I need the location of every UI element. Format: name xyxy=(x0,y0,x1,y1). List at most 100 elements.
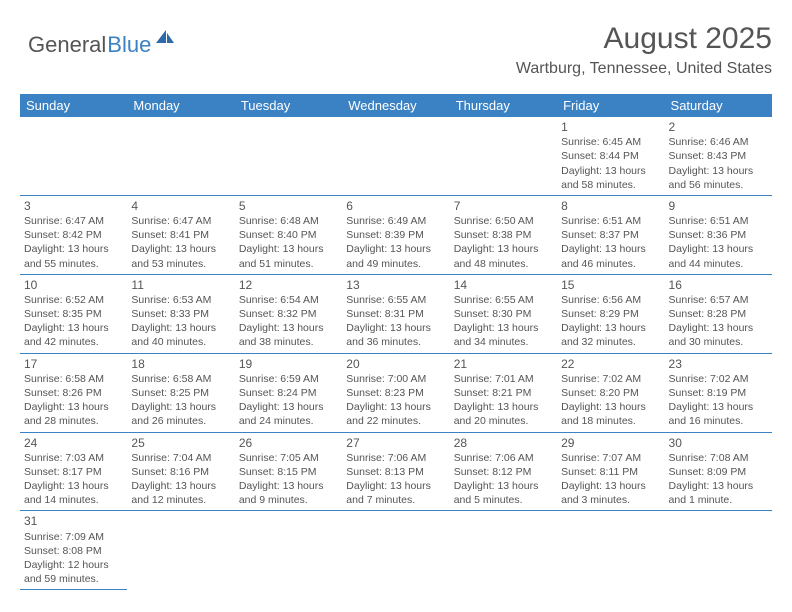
sunset-line: Sunset: 8:29 PM xyxy=(561,307,660,321)
day-number: 6 xyxy=(346,198,445,214)
calendar-cell: 3Sunrise: 6:47 AMSunset: 8:42 PMDaylight… xyxy=(20,195,127,274)
daylight-line: Daylight: 13 hours and 1 minute. xyxy=(669,479,768,507)
calendar-cell: 27Sunrise: 7:06 AMSunset: 8:13 PMDayligh… xyxy=(342,432,449,511)
day-number: 28 xyxy=(454,435,553,451)
sunrise-line: Sunrise: 7:06 AM xyxy=(346,451,445,465)
logo-text-general: General xyxy=(28,32,106,58)
calendar-cell xyxy=(127,511,234,590)
calendar-cell: 16Sunrise: 6:57 AMSunset: 8:28 PMDayligh… xyxy=(665,274,772,353)
sunrise-line: Sunrise: 6:50 AM xyxy=(454,214,553,228)
sunrise-line: Sunrise: 6:47 AM xyxy=(131,214,230,228)
calendar-row: 31Sunrise: 7:09 AMSunset: 8:08 PMDayligh… xyxy=(20,511,772,590)
sunrise-line: Sunrise: 6:58 AM xyxy=(24,372,123,386)
calendar-cell: 19Sunrise: 6:59 AMSunset: 8:24 PMDayligh… xyxy=(235,353,342,432)
sunset-line: Sunset: 8:39 PM xyxy=(346,228,445,242)
daylight-line: Daylight: 13 hours and 5 minutes. xyxy=(454,479,553,507)
calendar-cell: 11Sunrise: 6:53 AMSunset: 8:33 PMDayligh… xyxy=(127,274,234,353)
daylight-line: Daylight: 13 hours and 32 minutes. xyxy=(561,321,660,349)
daylight-line: Daylight: 13 hours and 28 minutes. xyxy=(24,400,123,428)
calendar-row: 24Sunrise: 7:03 AMSunset: 8:17 PMDayligh… xyxy=(20,432,772,511)
day-number: 3 xyxy=(24,198,123,214)
sunset-line: Sunset: 8:19 PM xyxy=(669,386,768,400)
calendar-cell xyxy=(665,511,772,590)
calendar-cell: 7Sunrise: 6:50 AMSunset: 8:38 PMDaylight… xyxy=(450,195,557,274)
daylight-line: Daylight: 13 hours and 34 minutes. xyxy=(454,321,553,349)
calendar-cell: 4Sunrise: 6:47 AMSunset: 8:41 PMDaylight… xyxy=(127,195,234,274)
sunset-line: Sunset: 8:28 PM xyxy=(669,307,768,321)
day-number: 14 xyxy=(454,277,553,293)
sunrise-line: Sunrise: 7:00 AM xyxy=(346,372,445,386)
calendar-cell: 12Sunrise: 6:54 AMSunset: 8:32 PMDayligh… xyxy=(235,274,342,353)
sunrise-line: Sunrise: 7:02 AM xyxy=(669,372,768,386)
day-number: 12 xyxy=(239,277,338,293)
sunset-line: Sunset: 8:41 PM xyxy=(131,228,230,242)
calendar-cell xyxy=(235,117,342,195)
weekday-wed: Wednesday xyxy=(342,94,449,117)
daylight-line: Daylight: 13 hours and 46 minutes. xyxy=(561,242,660,270)
sunset-line: Sunset: 8:38 PM xyxy=(454,228,553,242)
calendar-cell: 15Sunrise: 6:56 AMSunset: 8:29 PMDayligh… xyxy=(557,274,664,353)
sunset-line: Sunset: 8:31 PM xyxy=(346,307,445,321)
calendar-cell: 24Sunrise: 7:03 AMSunset: 8:17 PMDayligh… xyxy=(20,432,127,511)
calendar-cell: 10Sunrise: 6:52 AMSunset: 8:35 PMDayligh… xyxy=(20,274,127,353)
daylight-line: Daylight: 13 hours and 20 minutes. xyxy=(454,400,553,428)
calendar-cell: 26Sunrise: 7:05 AMSunset: 8:15 PMDayligh… xyxy=(235,432,342,511)
calendar-cell xyxy=(450,511,557,590)
sunset-line: Sunset: 8:32 PM xyxy=(239,307,338,321)
sunset-line: Sunset: 8:26 PM xyxy=(24,386,123,400)
day-number: 7 xyxy=(454,198,553,214)
day-number: 30 xyxy=(669,435,768,451)
day-number: 15 xyxy=(561,277,660,293)
sunset-line: Sunset: 8:30 PM xyxy=(454,307,553,321)
sunrise-line: Sunrise: 6:59 AM xyxy=(239,372,338,386)
day-number: 5 xyxy=(239,198,338,214)
sunset-line: Sunset: 8:25 PM xyxy=(131,386,230,400)
daylight-line: Daylight: 13 hours and 51 minutes. xyxy=(239,242,338,270)
day-number: 10 xyxy=(24,277,123,293)
daylight-line: Daylight: 13 hours and 40 minutes. xyxy=(131,321,230,349)
logo-text-blue: Blue xyxy=(107,32,151,58)
weekday-header-row: Sunday Monday Tuesday Wednesday Thursday… xyxy=(20,94,772,117)
calendar-cell: 9Sunrise: 6:51 AMSunset: 8:36 PMDaylight… xyxy=(665,195,772,274)
sunset-line: Sunset: 8:13 PM xyxy=(346,465,445,479)
sunrise-line: Sunrise: 6:51 AM xyxy=(561,214,660,228)
sunset-line: Sunset: 8:20 PM xyxy=(561,386,660,400)
sunrise-line: Sunrise: 7:06 AM xyxy=(454,451,553,465)
calendar-cell xyxy=(235,511,342,590)
sunrise-line: Sunrise: 6:48 AM xyxy=(239,214,338,228)
daylight-line: Daylight: 13 hours and 36 minutes. xyxy=(346,321,445,349)
calendar-row: 17Sunrise: 6:58 AMSunset: 8:26 PMDayligh… xyxy=(20,353,772,432)
sunset-line: Sunset: 8:33 PM xyxy=(131,307,230,321)
weekday-thu: Thursday xyxy=(450,94,557,117)
day-number: 9 xyxy=(669,198,768,214)
daylight-line: Daylight: 12 hours and 59 minutes. xyxy=(24,558,123,586)
day-number: 16 xyxy=(669,277,768,293)
day-number: 18 xyxy=(131,356,230,372)
daylight-line: Daylight: 13 hours and 58 minutes. xyxy=(561,164,660,192)
calendar-cell: 5Sunrise: 6:48 AMSunset: 8:40 PMDaylight… xyxy=(235,195,342,274)
sunset-line: Sunset: 8:24 PM xyxy=(239,386,338,400)
sunrise-line: Sunrise: 6:47 AM xyxy=(24,214,123,228)
day-number: 25 xyxy=(131,435,230,451)
sunrise-line: Sunrise: 6:54 AM xyxy=(239,293,338,307)
sunrise-line: Sunrise: 6:49 AM xyxy=(346,214,445,228)
calendar-cell: 6Sunrise: 6:49 AMSunset: 8:39 PMDaylight… xyxy=(342,195,449,274)
calendar-cell: 30Sunrise: 7:08 AMSunset: 8:09 PMDayligh… xyxy=(665,432,772,511)
day-number: 31 xyxy=(24,513,123,529)
sunrise-line: Sunrise: 7:09 AM xyxy=(24,530,123,544)
daylight-line: Daylight: 13 hours and 48 minutes. xyxy=(454,242,553,270)
daylight-line: Daylight: 13 hours and 38 minutes. xyxy=(239,321,338,349)
calendar-cell xyxy=(342,117,449,195)
calendar-cell: 2Sunrise: 6:46 AMSunset: 8:43 PMDaylight… xyxy=(665,117,772,195)
daylight-line: Daylight: 13 hours and 53 minutes. xyxy=(131,242,230,270)
sunset-line: Sunset: 8:35 PM xyxy=(24,307,123,321)
sunrise-line: Sunrise: 7:01 AM xyxy=(454,372,553,386)
day-number: 23 xyxy=(669,356,768,372)
day-number: 2 xyxy=(669,119,768,135)
month-title: August 2025 xyxy=(516,22,772,56)
weekday-mon: Monday xyxy=(127,94,234,117)
day-number: 24 xyxy=(24,435,123,451)
calendar-row: 1Sunrise: 6:45 AMSunset: 8:44 PMDaylight… xyxy=(20,117,772,195)
weekday-sun: Sunday xyxy=(20,94,127,117)
sunset-line: Sunset: 8:23 PM xyxy=(346,386,445,400)
